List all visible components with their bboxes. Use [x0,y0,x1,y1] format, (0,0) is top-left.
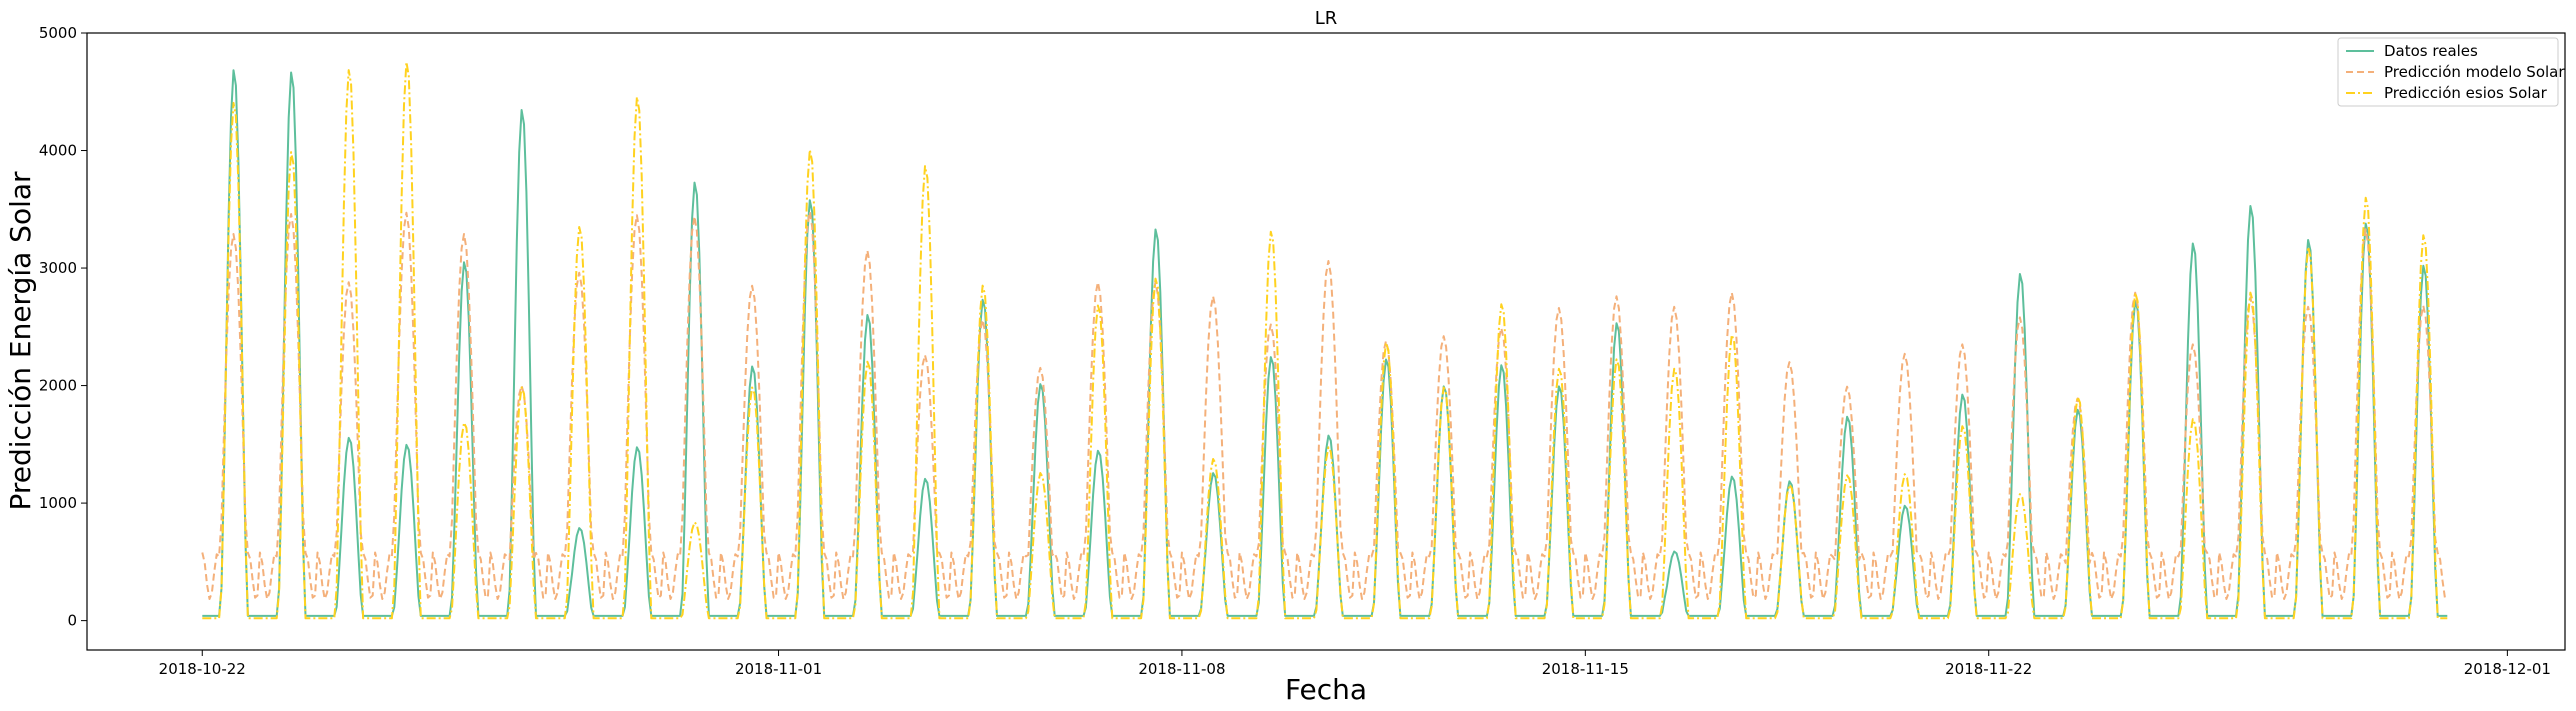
legend-box [2337,37,2559,107]
x-axis-title: Fecha [1285,673,1367,706]
y-axis: 0 1000 2000 3000 4000 5000 [39,24,87,630]
chart-title: LR [1315,8,1338,29]
x-tick-label: 2018-11-08 [1138,660,1225,678]
y-tick-label: 1000 [39,494,77,512]
x-axis: 2018-10-22 2018-11-01 2018-11-08 2018-11-15… [159,650,2551,678]
y-tick-label: 0 [67,612,77,630]
legend-label-prediccion-modelo: Predicción modelo Solar [2384,63,2565,81]
y-tick-label: 4000 [39,142,77,160]
x-tick-label: 2018-11-22 [1945,660,2032,678]
x-tick-label: 2018-10-22 [159,660,246,678]
y-tick-label: 2000 [39,377,77,395]
x-tick-label: 2018-11-15 [1542,660,1629,678]
x-tick-label: 2018-11-01 [735,660,822,678]
y-tick-label: 3000 [39,259,77,277]
y-axis-title: Predicción Energía Solar [4,171,37,511]
plot-frame [86,32,2566,651]
series-line-prediccion-esios [202,60,2448,620]
series-layer [201,60,2448,620]
legend-label-prediccion-esios: Predicción esios Solar [2384,84,2548,102]
legend-label-datos-reales: Datos reales [2384,42,2478,60]
x-tick-label: 2018-12-01 [2464,660,2551,678]
legend: Datos reales Predicción modelo Solar Pre… [2337,37,2565,107]
y-tick-label: 5000 [39,24,77,42]
